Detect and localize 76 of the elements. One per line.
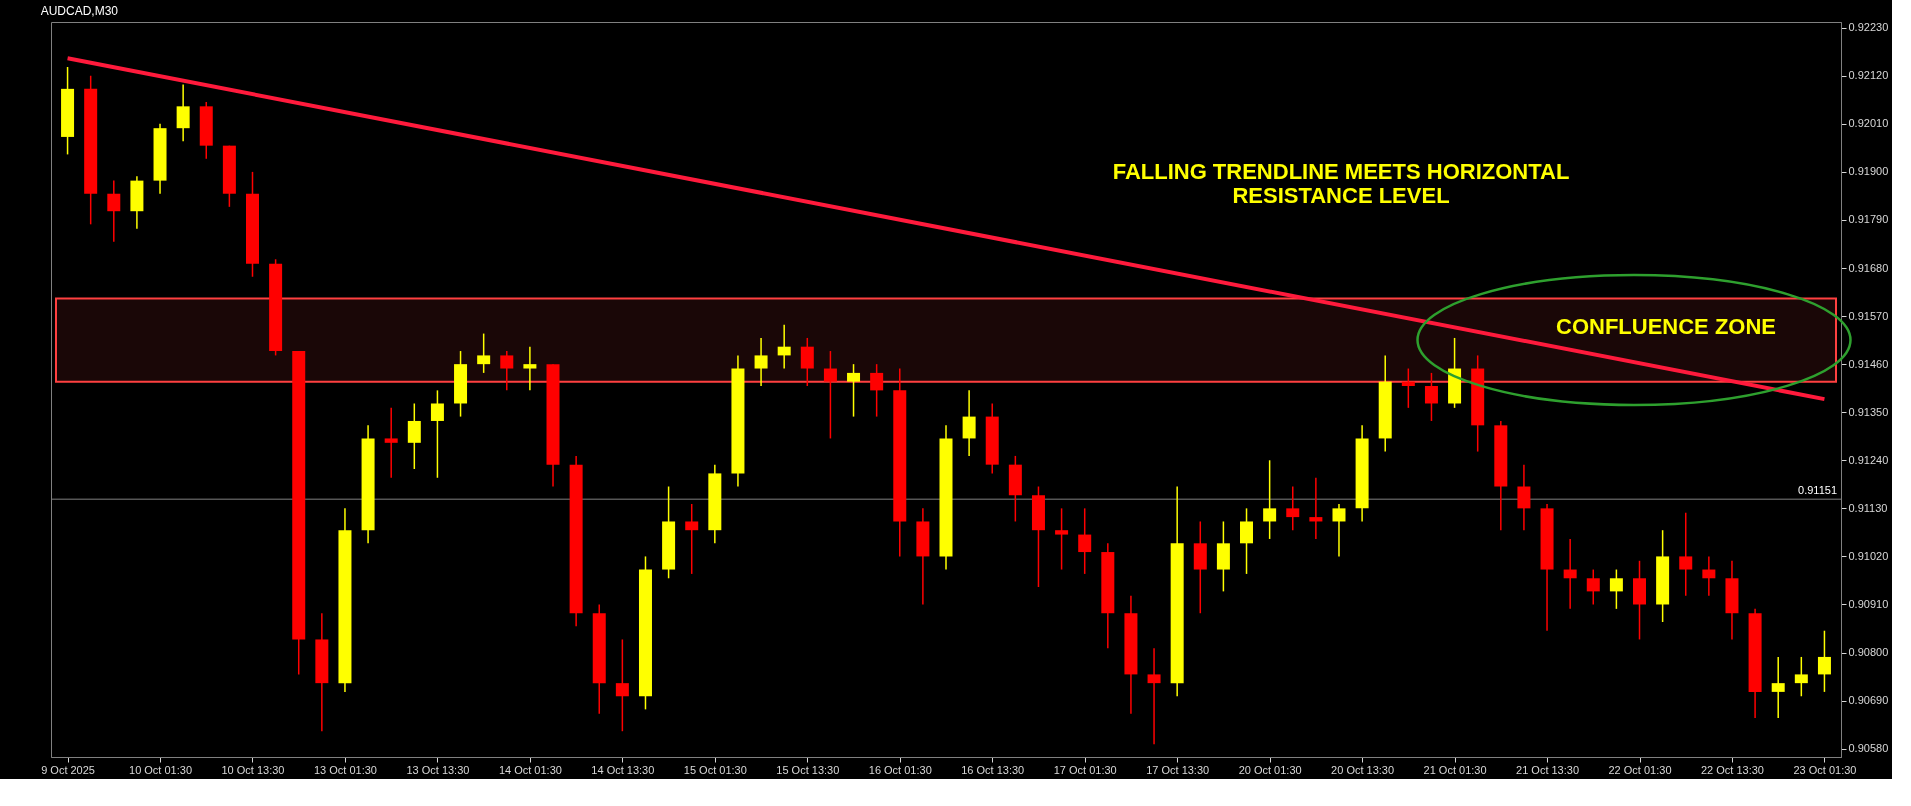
candlestick xyxy=(615,638,629,732)
y-tick-label: 0.91900 xyxy=(1848,165,1889,178)
candlestick xyxy=(1401,367,1415,409)
candlestick xyxy=(962,389,976,457)
y-tick-label: 0.90800 xyxy=(1848,646,1889,659)
candlestick xyxy=(1055,507,1069,571)
y-tick-label: 0.90910 xyxy=(1848,597,1889,610)
candlestick xyxy=(1240,507,1254,575)
x-tick-label: 9 Oct 2025 xyxy=(41,763,95,776)
x-tick-label: 17 Oct 13:30 xyxy=(1146,763,1210,776)
y-tick-label: 0.92230 xyxy=(1848,21,1889,34)
candlestick xyxy=(1586,568,1600,606)
y-tick-label: 0.92010 xyxy=(1848,117,1889,130)
candlestick xyxy=(1702,555,1716,597)
candlestick xyxy=(1263,459,1277,540)
x-tick-label: 16 Oct 13:30 xyxy=(961,763,1025,776)
y-tick-label: 0.91790 xyxy=(1848,213,1889,226)
x-tick-label: 13 Oct 01:30 xyxy=(313,763,377,776)
candlestick xyxy=(1771,656,1785,719)
candlestick xyxy=(1424,372,1438,422)
x-tick-label: 21 Oct 13:30 xyxy=(1516,763,1580,776)
candlestick xyxy=(1286,485,1300,531)
candlestick xyxy=(523,345,537,392)
x-tick-label: 23 Oct 01:30 xyxy=(1793,763,1857,776)
y-tick-label: 0.91130 xyxy=(1848,501,1888,514)
annotation: FALLING TRENDLINE MEETS HORIZONTAL RESISTANCE LEVEL xyxy=(1112,159,1570,208)
candlestick xyxy=(800,337,814,387)
candlestick xyxy=(870,363,884,418)
ref-line-label: 0.91151 xyxy=(1798,484,1837,497)
candlestick xyxy=(685,503,699,575)
candlestick xyxy=(1609,568,1623,610)
x-tick-label: 15 Oct 13:30 xyxy=(776,763,840,776)
y-tick-label: 0.91240 xyxy=(1848,453,1889,466)
chart-title: AUDCAD,M30 xyxy=(40,3,119,18)
candlestick xyxy=(1679,511,1693,597)
candlestick xyxy=(1794,656,1808,698)
x-tick-label: 21 Oct 01:30 xyxy=(1423,763,1487,776)
candlestick xyxy=(477,332,491,374)
annotation: CONFLUENCE ZONE xyxy=(1556,314,1776,339)
candlestick xyxy=(847,363,861,418)
y-tick-label: 0.91020 xyxy=(1848,549,1889,562)
x-tick-label: 14 Oct 01:30 xyxy=(498,763,562,776)
x-tick-label: 14 Oct 13:30 xyxy=(591,763,655,776)
candlestick xyxy=(176,83,190,143)
candlestick xyxy=(1078,507,1092,575)
candlestick xyxy=(1563,538,1577,610)
candlestick xyxy=(823,350,837,440)
candlestick xyxy=(1817,629,1831,693)
x-tick-label: 13 Oct 13:30 xyxy=(406,763,470,776)
candlestick xyxy=(407,402,421,470)
x-tick-label: 10 Oct 13:30 xyxy=(221,763,285,776)
x-tick-label: 22 Oct 13:30 xyxy=(1700,763,1764,776)
x-tick-label: 22 Oct 01:30 xyxy=(1608,763,1672,776)
y-tick-label: 0.90690 xyxy=(1848,694,1889,707)
y-tick-label: 0.91460 xyxy=(1848,357,1889,370)
y-tick-label: 0.90580 xyxy=(1848,742,1889,755)
y-tick-label: 0.91680 xyxy=(1848,261,1889,274)
x-tick-label: 16 Oct 01:30 xyxy=(868,763,932,776)
candlestick xyxy=(384,407,398,479)
candlestick xyxy=(1332,503,1346,558)
candlestick xyxy=(430,389,444,479)
x-tick-label: 20 Oct 13:30 xyxy=(1331,763,1395,776)
y-tick-label: 0.91350 xyxy=(1848,405,1889,418)
candlestick xyxy=(500,350,514,392)
x-tick-label: 17 Oct 01:30 xyxy=(1053,763,1117,776)
candlestick xyxy=(754,337,768,387)
candlestick xyxy=(1517,463,1531,531)
candlestick xyxy=(1309,477,1323,540)
x-tick-label: 20 Oct 01:30 xyxy=(1238,763,1302,776)
y-tick-label: 0.92120 xyxy=(1848,69,1889,82)
candlestick xyxy=(1147,647,1161,746)
candlestick xyxy=(107,179,121,243)
candlestick xyxy=(777,324,791,370)
x-tick-label: 10 Oct 01:30 xyxy=(129,763,193,776)
x-tick-label: 15 Oct 01:30 xyxy=(683,763,747,776)
y-tick-label: 0.91570 xyxy=(1848,309,1889,322)
